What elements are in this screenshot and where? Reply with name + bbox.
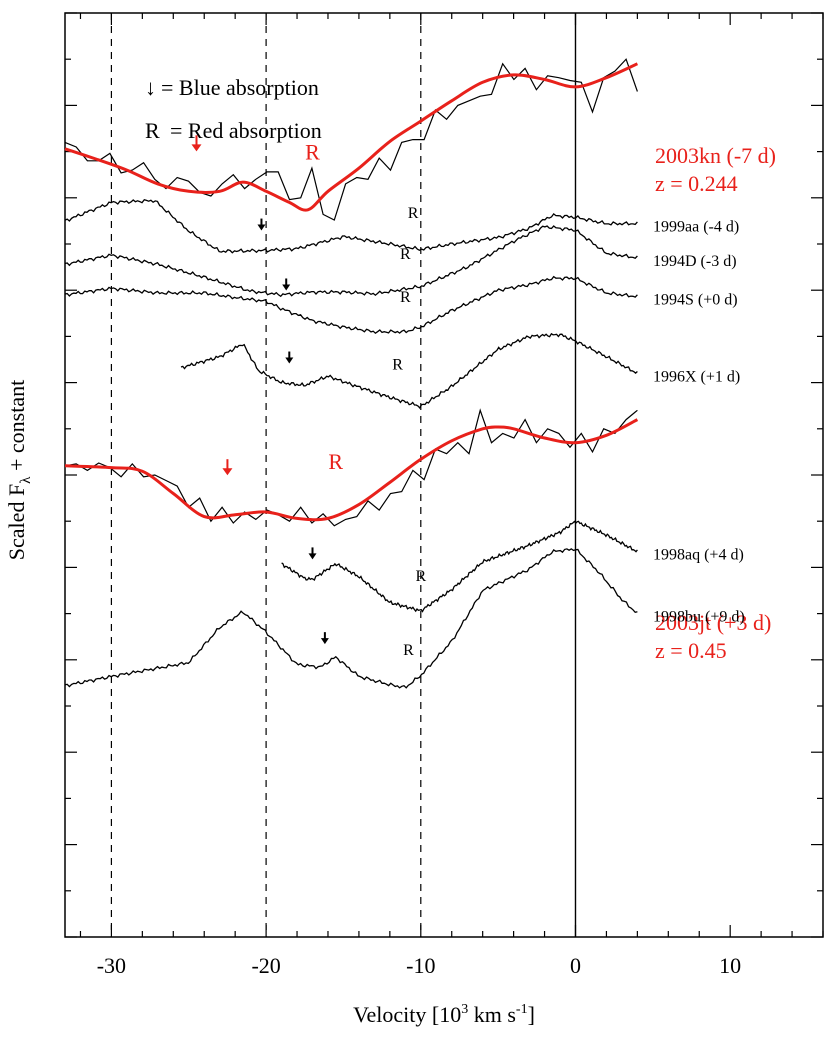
series-label: 1998bu (+9 d) <box>653 609 745 626</box>
legend-red-text: = Red absorption <box>170 118 322 143</box>
blue-absorption-arrow <box>222 459 233 476</box>
series-label: 2003jt (+3 d) <box>655 610 771 635</box>
x-tick-label: 0 <box>570 953 581 978</box>
y-axis-title: Scaled Fλ + constant <box>4 380 34 560</box>
series-redshift-label: z = 0.45 <box>655 638 727 663</box>
labels-layer: R 2003kn (-7 d) z = 0.244 R 1999aa (-4 d) R 19… <box>191 135 776 663</box>
series-label: 1996X (+1 d) <box>653 368 740 385</box>
plot-area-frame <box>64 12 824 938</box>
reference-lines <box>110 13 577 937</box>
series-label: 1994D (-3 d) <box>653 253 737 270</box>
blue-absorption-arrow <box>308 547 317 560</box>
series-spectrum <box>64 275 638 335</box>
series-smoothed-spectrum <box>64 418 639 522</box>
red-absorption-marker: R <box>415 568 426 585</box>
x-tick-label: -20 <box>251 953 280 978</box>
series-spectrum <box>64 198 638 254</box>
red-absorption-marker: R <box>392 357 403 374</box>
series-spectrum <box>64 548 638 689</box>
blue-absorption-arrow <box>191 135 202 152</box>
legend-blue-text: = Blue absorption <box>161 75 319 100</box>
series-label: 2003kn (-7 d) <box>655 143 776 168</box>
red-absorption-marker: R <box>400 289 411 306</box>
series-label: 1999aa (-4 d) <box>653 219 739 236</box>
red-absorption-marker: R <box>305 140 320 165</box>
series-spectrum <box>281 520 638 613</box>
series-raw-spectrum <box>64 408 638 527</box>
series-smoothed-spectrum <box>64 62 639 212</box>
series-label: 1998aq (+4 d) <box>653 547 744 564</box>
series-spectrum <box>180 332 638 410</box>
x-tick-label: 10 <box>719 953 741 978</box>
axis-ticks: -30 -20 -10 0 10 <box>65 12 824 978</box>
red-absorption-marker: R <box>408 205 419 222</box>
series-spectrum <box>64 225 638 298</box>
series-label: 1994S (+0 d) <box>653 292 738 309</box>
series-layer <box>64 58 639 689</box>
blue-absorption-arrow <box>285 351 294 364</box>
x-tick-label: -30 <box>97 953 126 978</box>
red-absorption-marker: R <box>328 449 343 474</box>
x-tick-label: -10 <box>406 953 435 978</box>
series-redshift-label: z = 0.244 <box>655 171 738 196</box>
blue-absorption-arrow <box>257 218 266 231</box>
blue-absorption-arrow <box>320 632 329 645</box>
legend-red-symbol: R <box>145 118 160 143</box>
red-absorption-marker: R <box>400 246 411 263</box>
legend-blue-symbol: ↓ <box>145 75 156 100</box>
red-absorption-marker: R <box>403 642 414 659</box>
legend: ↓ = Blue absorption R = Red absorption <box>145 75 322 143</box>
blue-absorption-arrow <box>282 278 291 291</box>
x-axis-title: Velocity [103 km s-1] <box>353 1002 535 1027</box>
